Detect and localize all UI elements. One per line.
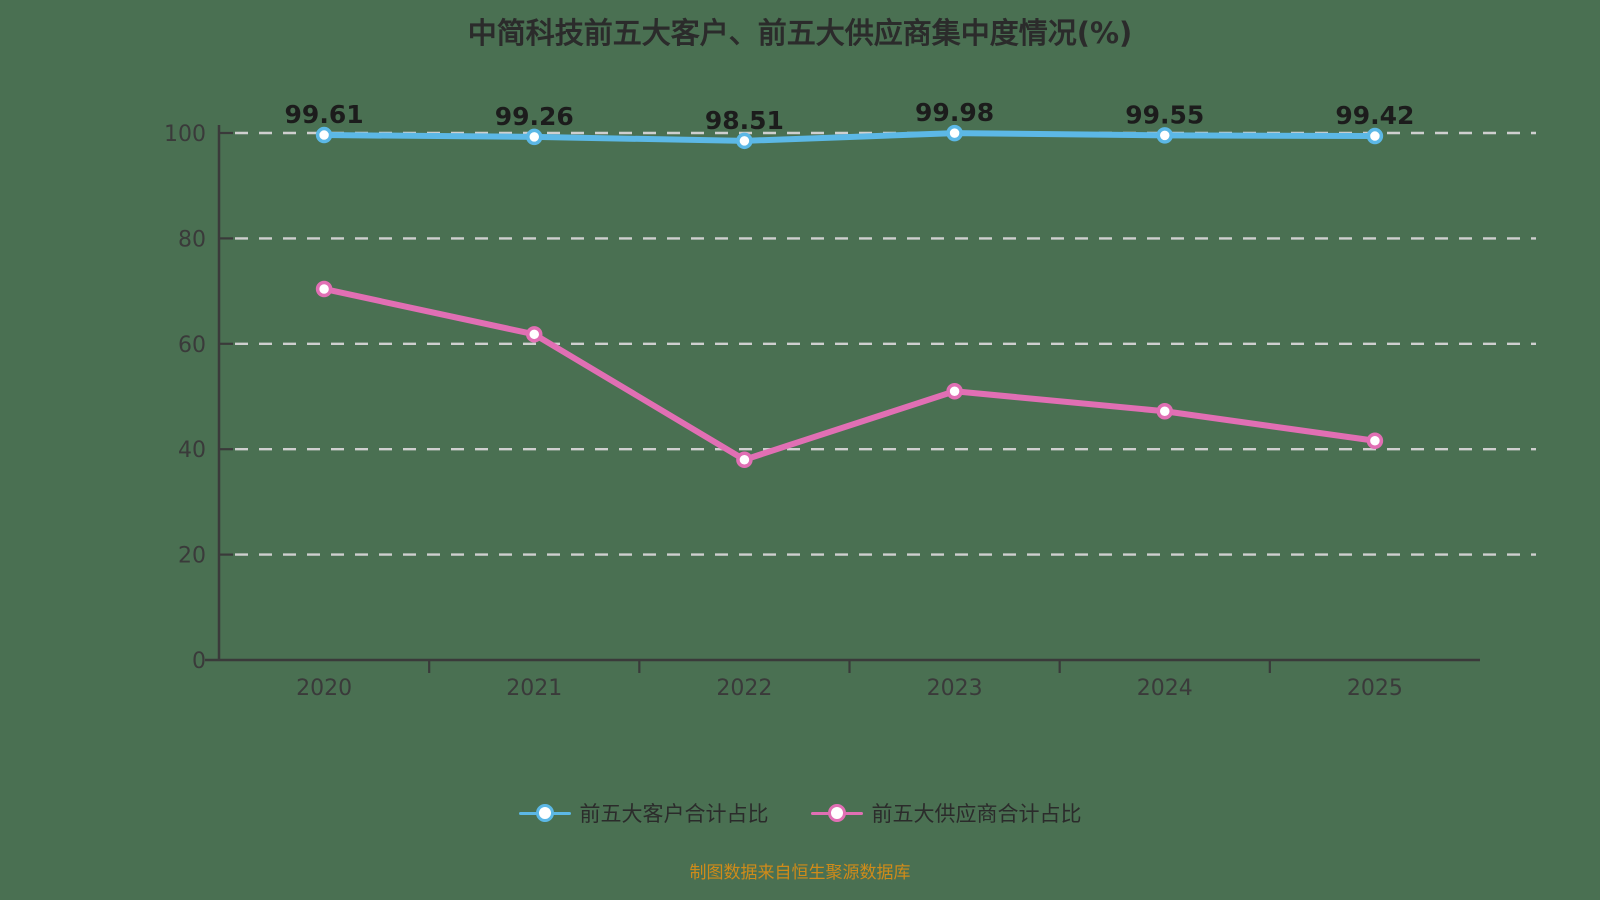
- data-point-marker[interactable]: [526, 128, 543, 146]
- data-value-label: 99.26: [495, 102, 574, 131]
- legend-label-customers: 前五大客户合计占比: [579, 802, 769, 826]
- y-axis-tick-label: 0: [192, 649, 206, 674]
- data-point-marker[interactable]: [1156, 127, 1173, 144]
- data-point-marker[interactable]: [736, 451, 753, 468]
- axes-group: [205, 125, 1480, 662]
- y-axis-tick-label: 100: [164, 122, 206, 147]
- data-point-marker[interactable]: [315, 280, 333, 298]
- y-axis-tick-label: 60: [178, 333, 206, 358]
- gridlines-group: [235, 131, 1536, 556]
- x-axis-tick-label: 2021: [506, 676, 562, 701]
- data-point-marker[interactable]: [1366, 432, 1384, 450]
- chart-title: 中简科技前五大客户、前五大供应商集中度情况(%): [467, 16, 1133, 50]
- data-value-labels-group: 99.61 99.26 98.51 99.98 99.55 99.42: [285, 98, 1415, 135]
- data-point-marker[interactable]: [946, 124, 963, 142]
- x-axis-tick-label: 2025: [1347, 676, 1403, 701]
- series-lines-group: [321, 130, 1378, 463]
- x-axis-ticks: 2020 2021 2022 2023 2024 2025: [296, 660, 1403, 701]
- series-markers-group: [315, 124, 1384, 468]
- data-value-label: 99.42: [1335, 101, 1414, 130]
- legend-item-customers[interactable]: 前五大客户合计占比: [518, 798, 769, 828]
- data-point-marker[interactable]: [315, 126, 333, 144]
- source-note: 制图数据来自恒生聚源数据库: [689, 863, 911, 883]
- y-axis-ticks: 0 20 40 60 80 100: [164, 122, 233, 674]
- data-value-label: 99.98: [915, 98, 994, 127]
- legend-marker-customers-icon: [518, 801, 571, 825]
- series-line: [321, 285, 1378, 463]
- legend-label-suppliers: 前五大供应商合计占比: [871, 802, 1082, 826]
- series-line: [321, 130, 1378, 144]
- x-axis-tick-label: 2020: [296, 676, 352, 701]
- legend-marker-suppliers-icon: [810, 801, 863, 825]
- x-axis-tick-label: 2022: [716, 676, 772, 701]
- data-point-marker[interactable]: [736, 132, 753, 150]
- y-axis-tick-label: 40: [178, 438, 206, 463]
- data-value-label: 99.61: [285, 100, 364, 129]
- y-axis-tick-label: 80: [178, 227, 206, 252]
- legend-item-suppliers[interactable]: 前五大供应商合计占比: [810, 798, 1082, 828]
- data-point-marker[interactable]: [1366, 127, 1384, 145]
- line-chart-plot: 0 20 40 60 80 100 2020 2021 2022 2023 2024 2025 99…: [164, 98, 1536, 701]
- chart-legend: 前五大客户合计占比 前五大供应商合计占比: [0, 798, 1600, 828]
- data-point-marker[interactable]: [1156, 403, 1173, 420]
- data-value-label: 99.55: [1125, 100, 1204, 129]
- x-axis-tick-label: 2023: [927, 676, 983, 701]
- y-axis-tick-label: 20: [178, 544, 206, 569]
- x-axis-tick-label: 2024: [1137, 676, 1193, 701]
- data-point-marker[interactable]: [946, 382, 963, 400]
- data-value-label: 98.51: [705, 106, 784, 135]
- data-point-marker[interactable]: [526, 326, 543, 343]
